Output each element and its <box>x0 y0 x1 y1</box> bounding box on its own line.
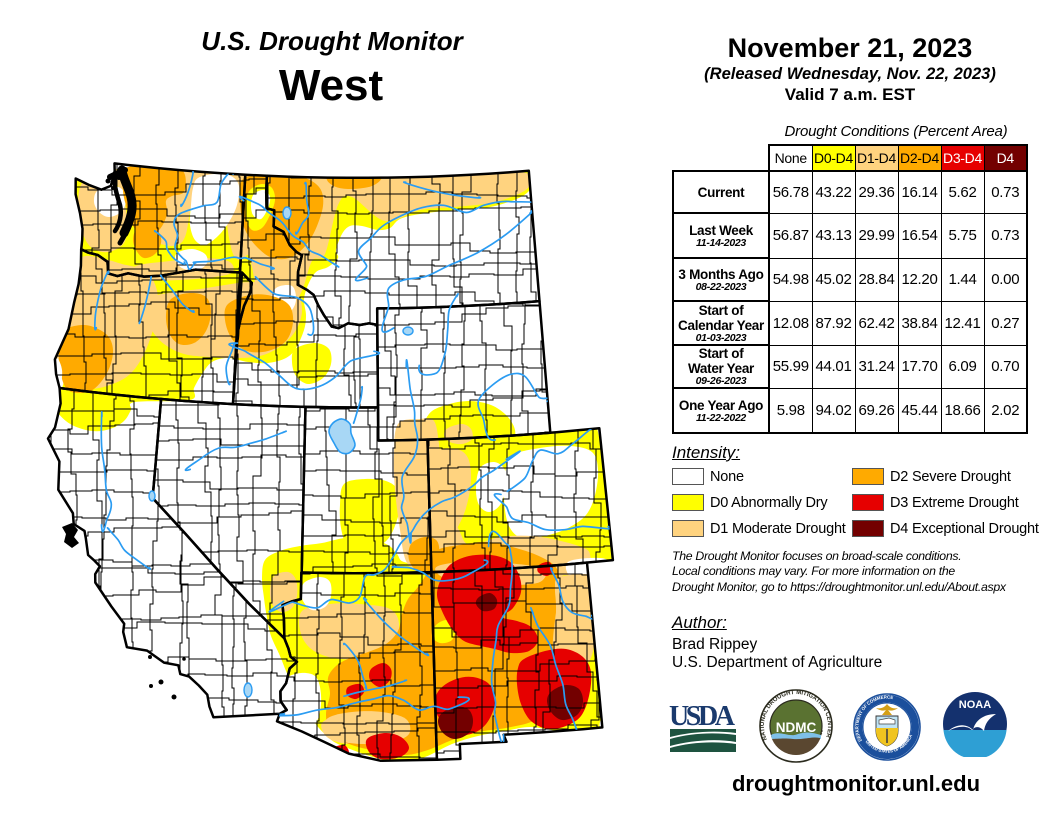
svg-text:USDA: USDA <box>669 702 736 732</box>
svg-text:NOAA: NOAA <box>959 699 991 711</box>
svg-text:NDMC: NDMC <box>776 720 817 735</box>
